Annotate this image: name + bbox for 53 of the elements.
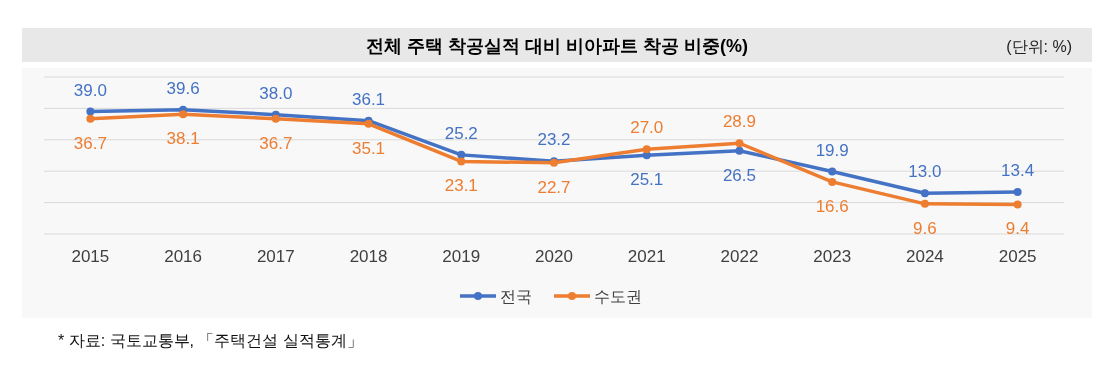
data-label: 23.2 <box>537 130 571 150</box>
data-label: 25.1 <box>630 170 664 190</box>
point <box>86 107 95 116</box>
chart-title: 전체 주택 착공실적 대비 비아파트 착공 비중(%) <box>366 36 748 56</box>
point <box>1013 200 1022 209</box>
x-tick-label: 2015 <box>71 247 110 266</box>
data-label: 28.9 <box>722 112 756 132</box>
x-tick-label: 2018 <box>349 247 388 266</box>
point <box>920 199 929 208</box>
data-label: 35.1 <box>352 138 386 158</box>
legend-label: 전국 <box>500 288 532 305</box>
data-label: 39.0 <box>73 80 107 100</box>
x-tick-label: 2022 <box>720 247 759 266</box>
point <box>828 167 837 176</box>
point <box>735 139 744 148</box>
x-tick-label: 2021 <box>627 247 666 266</box>
x-tick-label: 2020 <box>535 247 573 266</box>
x-tick-label: 2023 <box>813 247 852 266</box>
data-label: 13.0 <box>908 162 942 182</box>
data-label: 38.1 <box>166 129 200 149</box>
data-label: 9.6 <box>913 218 937 238</box>
x-tick-label: 2025 <box>998 247 1037 266</box>
data-label: 27.0 <box>630 118 664 138</box>
point <box>271 114 280 123</box>
x-tick-label: 2019 <box>442 247 481 266</box>
data-label: 23.1 <box>444 176 478 196</box>
x-tick-label: 2017 <box>256 247 295 266</box>
data-label: 39.6 <box>166 78 200 98</box>
data-label: 36.1 <box>352 89 386 109</box>
x-tick-label: 2024 <box>906 247 944 266</box>
text: (단위: %) <box>1006 38 1072 55</box>
point <box>86 114 95 123</box>
legend-label: 수도권 <box>594 288 642 305</box>
data-label: 13.4 <box>1001 160 1035 180</box>
data-label: 25.2 <box>444 123 478 143</box>
point <box>457 157 466 166</box>
data-label: 9.4 <box>1005 219 1030 239</box>
point <box>1013 187 1022 196</box>
point <box>735 146 744 155</box>
data-label: 36.7 <box>259 133 293 153</box>
data-label: 36.7 <box>73 133 107 153</box>
point <box>828 177 837 186</box>
point <box>920 189 929 198</box>
point <box>179 110 188 119</box>
point <box>457 150 466 159</box>
point <box>642 145 651 154</box>
data-label: 38.0 <box>259 83 293 103</box>
data-label: 26.5 <box>722 165 756 185</box>
data-label: 19.9 <box>815 140 849 160</box>
data-label: 22.7 <box>537 177 571 197</box>
text: * 자료: 국토교통부, 「주택건설 실적통계」 <box>58 332 363 349</box>
x-tick-label: 2016 <box>164 247 202 266</box>
data-label: 16.6 <box>815 196 849 216</box>
